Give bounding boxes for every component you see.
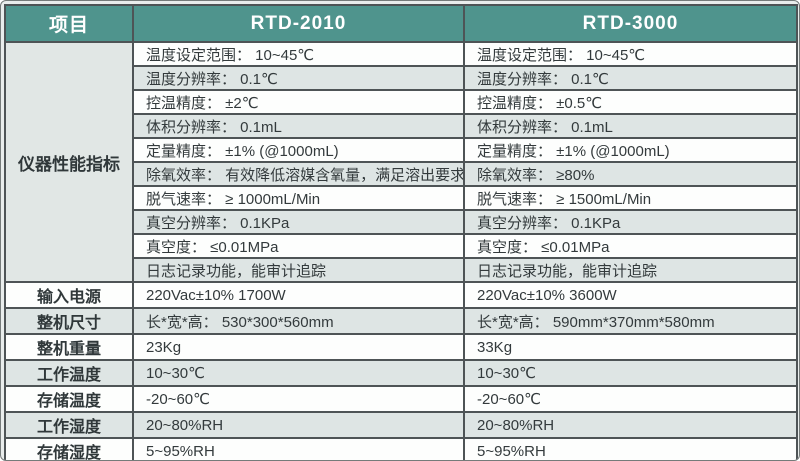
spec-cell: 20~80%RH [463, 411, 798, 439]
row-label-power: 输入电源 [4, 281, 134, 309]
table-row: 定量精度： ±1% (@1000mL) 定量精度： ±1% (@1000mL) [5, 137, 798, 163]
header-row: 项目 RTD-2010 RTD-3000 [4, 4, 798, 43]
spec-cell: 真空度： ≤0.01MPa [132, 233, 465, 259]
spec-cell: 温度设定范围： 10~45℃ [463, 41, 798, 67]
spec-cell: -20~60℃ [463, 385, 798, 413]
spec-cell: 5~95%RH [132, 437, 465, 460]
spec-cell: 脱气速率： ≥ 1000mL/Min [132, 185, 465, 211]
table-row: 存储温度 -20~60℃ -20~60℃ [4, 385, 798, 413]
spec-cell: 220Vac±10% 1700W [132, 281, 465, 309]
table-row: 控温精度： ±2℃ 控温精度： ±0.5℃ [5, 89, 798, 115]
spec-cell: 温度设定范围： 10~45℃ [132, 41, 465, 67]
spec-cell: 除氧效率： 有效降低溶媒含氧量，满足溶出要求 [132, 161, 465, 187]
row-label-working-temp: 工作温度 [4, 359, 134, 387]
spec-cell: 20~80%RH [132, 411, 465, 439]
performance-group-label: 仪器性能指标 [4, 41, 134, 283]
table-row: 工作湿度 20~80%RH 20~80%RH [4, 411, 798, 439]
spec-cell: 温度分辨率： 0.1℃ [132, 65, 465, 91]
table-row: 真空分辨率： 0.1KPa 真空分辨率： 0.1KPa [5, 209, 798, 235]
product-spec-table: 项目 RTD-2010 RTD-3000 仪器性能指标 温度设定范围： 10~4… [4, 4, 798, 460]
spec-cell: 5~95%RH [463, 437, 798, 460]
spec-cell: 脱气速率： ≥ 1500mL/Min [463, 185, 798, 211]
table-row: 体积分辨率： 0.1mL 体积分辨率： 0.1mL [5, 113, 798, 139]
table-row: 温度分辨率： 0.1℃ 温度分辨率： 0.1℃ [5, 65, 798, 91]
spec-cell: 定量精度： ±1% (@1000mL) [463, 137, 798, 163]
spec-cell: 真空分辨率： 0.1KPa [463, 209, 798, 235]
spec-cell: 体积分辨率： 0.1mL [463, 113, 798, 139]
spec-cell: 控温精度： ±0.5℃ [463, 89, 798, 115]
spec-cell: 除氧效率： ≥80% [463, 161, 798, 187]
table-row: 整机尺寸 长*宽*高： 530*300*560mm 长*宽*高： 590mm*3… [4, 307, 798, 335]
header-cell-rtd3000: RTD-3000 [463, 4, 798, 43]
table-row: 除氧效率： 有效降低溶媒含氧量，满足溶出要求 除氧效率： ≥80% [5, 161, 798, 187]
spec-cell: 长*宽*高： 590mm*370mm*580mm [463, 307, 798, 335]
row-label-storage-temp: 存储温度 [4, 385, 134, 413]
spec-cell: 23Kg [132, 333, 465, 361]
spec-cell: 日志记录功能，能审计追踪 [132, 257, 465, 283]
table-row: 整机重量 23Kg 33Kg [4, 333, 798, 361]
spec-cell: -20~60℃ [132, 385, 465, 413]
table-row: 仪器性能指标 温度设定范围： 10~45℃ 温度设定范围： 10~45℃ [4, 41, 798, 283]
table-row: 存储湿度 5~95%RH 5~95%RH [4, 437, 798, 460]
spec-cell: 10~30℃ [132, 359, 465, 387]
spec-cell: 真空度： ≤0.01MPa [463, 233, 798, 259]
table-row: 工作温度 10~30℃ 10~30℃ [4, 359, 798, 387]
table-row: 脱气速率： ≥ 1000mL/Min 脱气速率： ≥ 1500mL/Min [5, 185, 798, 211]
spec-cell: 温度分辨率： 0.1℃ [463, 65, 798, 91]
spec-cell: 控温精度： ±2℃ [132, 89, 465, 115]
spec-cell: 长*宽*高： 530*300*560mm [132, 307, 465, 335]
spec-cell: 220Vac±10% 3600W [463, 281, 798, 309]
header-cell-rtd2010: RTD-2010 [132, 4, 465, 43]
spec-cell: 日志记录功能，能审计追踪 [463, 257, 798, 283]
spec-cell: 真空分辨率： 0.1KPa [132, 209, 465, 235]
row-label-storage-humidity: 存储湿度 [4, 437, 134, 460]
table-row: 真空度： ≤0.01MPa 真空度： ≤0.01MPa [5, 233, 798, 259]
row-label-dimensions: 整机尺寸 [4, 307, 134, 335]
spec-cell: 10~30℃ [463, 359, 798, 387]
spec-cell: 定量精度： ±1% (@1000mL) [132, 137, 465, 163]
table-row: 输入电源 220Vac±10% 1700W 220Vac±10% 3600W [4, 281, 798, 309]
table-row: 日志记录功能，能审计追踪 日志记录功能，能审计追踪 [5, 257, 798, 283]
row-label-weight: 整机重量 [4, 333, 134, 361]
header-cell-item: 项目 [4, 4, 134, 43]
spec-cell: 33Kg [463, 333, 798, 361]
row-label-working-humidity: 工作湿度 [4, 411, 134, 439]
spec-cell: 体积分辨率： 0.1mL [132, 113, 465, 139]
